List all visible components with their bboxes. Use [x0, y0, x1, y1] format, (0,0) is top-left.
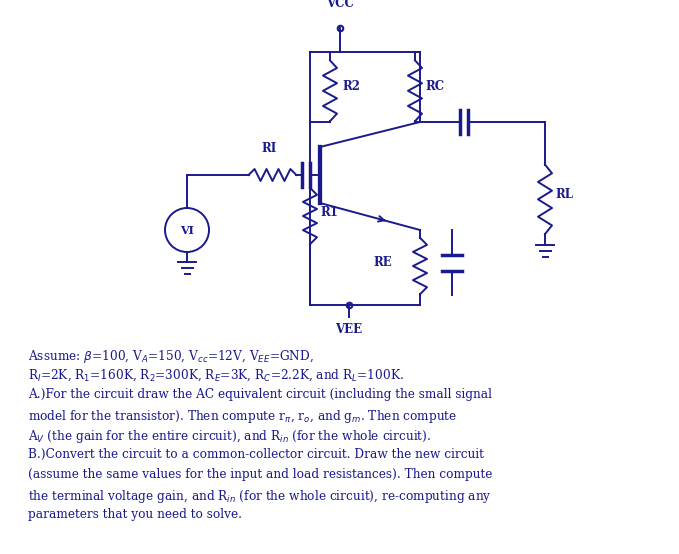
Text: A$_V$ (the gain for the entire circuit), and R$_{in}$ (for the whole circuit).: A$_V$ (the gain for the entire circuit),…	[28, 428, 431, 445]
Text: Assume: $\beta$=100, V$_A$=150, V$_{cc}$=12V, V$_{EE}$=GND,: Assume: $\beta$=100, V$_A$=150, V$_{cc}$…	[28, 348, 314, 365]
Text: RI: RI	[261, 142, 276, 155]
Text: the terminal voltage gain, and R$_{in}$ (for the whole circuit), re-computing an: the terminal voltage gain, and R$_{in}$ …	[28, 488, 492, 505]
Text: R2: R2	[342, 80, 360, 94]
Text: model for the transistor). Then compute r$_\pi$, r$_o$, and g$_m$. Then compute: model for the transistor). Then compute …	[28, 408, 457, 425]
Text: R1: R1	[320, 206, 338, 218]
Text: R$_I$=2K, R$_1$=160K, R$_2$=300K, R$_E$=3K, R$_C$=2.2K, and R$_L$=100K.: R$_I$=2K, R$_1$=160K, R$_2$=300K, R$_E$=…	[28, 368, 404, 383]
Text: A.)For the circuit draw the AC equivalent circuit (including the small signal: A.)For the circuit draw the AC equivalen…	[28, 388, 492, 401]
Text: VCC: VCC	[326, 0, 354, 10]
Text: VEE: VEE	[335, 323, 362, 336]
Text: RC: RC	[425, 80, 444, 94]
Text: RE: RE	[373, 255, 392, 269]
Text: parameters that you need to solve.: parameters that you need to solve.	[28, 508, 242, 521]
Text: RL: RL	[555, 188, 573, 202]
Text: B.)Convert the circuit to a common-collector circuit. Draw the new circuit: B.)Convert the circuit to a common-colle…	[28, 448, 484, 461]
Text: VI: VI	[180, 224, 194, 235]
Text: (assume the same values for the input and load resistances). Then compute: (assume the same values for the input an…	[28, 468, 492, 481]
